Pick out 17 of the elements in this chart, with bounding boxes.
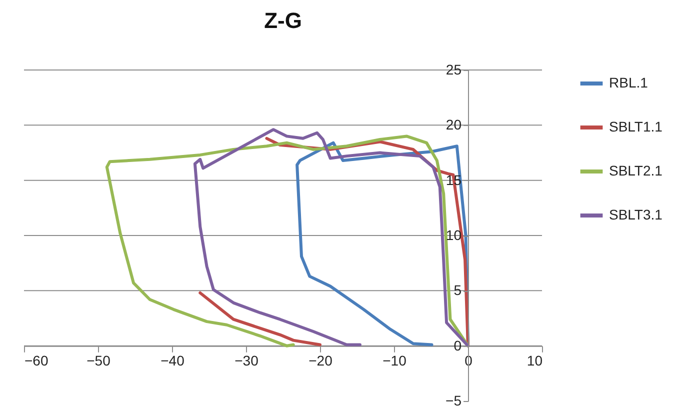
legend-label: SBLT2.1 [609,162,663,178]
x-tick-label: −30 [234,352,259,368]
chart-title: Z-G [264,8,302,33]
x-tick-label: −20 [308,352,333,368]
y-tick-label: 0 [454,337,462,354]
x-tick-label: −60 [24,352,48,368]
x-tick-label: 10 [526,352,543,368]
legend-label: RBL.1 [609,74,648,90]
y-tick-label: 5 [454,282,462,298]
legend-label: SBLT3.1 [609,206,663,222]
x-tick-label: −50 [86,352,111,368]
y-tick-label: 20 [446,116,462,133]
y-tick-label: 25 [446,62,462,78]
y-tick-label: −5 [446,392,462,408]
x-tick-label: −40 [160,352,185,368]
legend-label: SBLT1.1 [609,118,663,134]
x-tick-label: −10 [382,352,407,368]
